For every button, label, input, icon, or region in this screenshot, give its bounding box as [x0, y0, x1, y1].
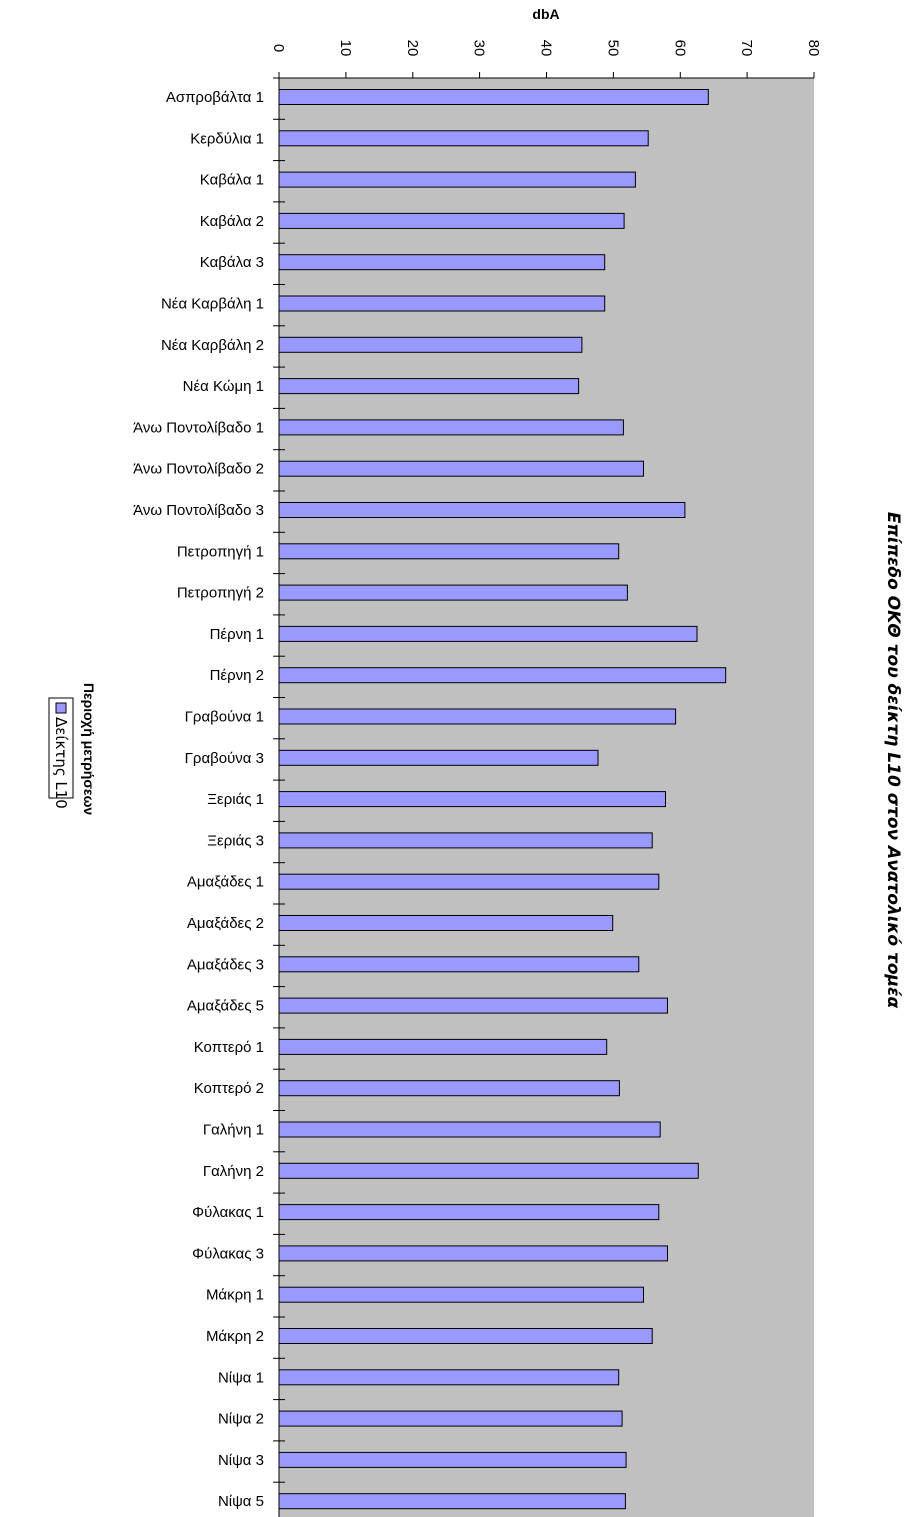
x-tick-label: 80 — [805, 40, 822, 57]
bar — [278, 543, 620, 560]
category-label: Μάκρη 1 — [206, 1287, 264, 1304]
x-axis-title: dbA — [532, 6, 559, 22]
category-label: Άνω Ποντολίβαδο 2 — [133, 461, 264, 478]
bar — [278, 708, 677, 725]
bar — [278, 1328, 653, 1344]
legend-box — [48, 697, 74, 799]
bar — [278, 956, 640, 973]
category-label: Καβάλα 3 — [200, 254, 264, 271]
category-label: Νίψα 5 — [218, 1493, 264, 1510]
category-label: Γαλήνη 2 — [203, 1163, 264, 1180]
bar — [278, 584, 628, 601]
bar — [278, 212, 625, 229]
bar — [278, 873, 660, 890]
category-label: Γαλήνη 1 — [203, 1122, 264, 1139]
bar — [278, 1080, 620, 1097]
bar — [278, 1162, 699, 1179]
bar — [278, 1493, 626, 1510]
bar — [278, 378, 580, 395]
category-label: Άνω Ποντολίβαδο 3 — [133, 502, 264, 519]
bar — [278, 460, 644, 477]
x-tick-label: 70 — [738, 40, 755, 57]
category-label: Αμαξάδες 1 — [187, 874, 264, 891]
x-tick-label: 40 — [538, 40, 555, 57]
category-label: Ασπροβάλτα 1 — [166, 89, 264, 106]
x-tick-label: 50 — [604, 40, 621, 57]
category-label: Γραβούνα 1 — [185, 709, 264, 726]
chart-title: Επίπεδο ΟΚΘ του δείκτη L10 στον Ανατολικ… — [883, 512, 903, 1009]
category-labels: Ασπροβάλτα 1 Κερδύλια 1 Καβάλα 1 Καβάλα 2 Κα… — [133, 89, 264, 1510]
category-label: Νέα Καρβάλη 2 — [161, 337, 264, 354]
bar — [278, 336, 583, 353]
bar — [278, 1451, 627, 1468]
bar — [278, 625, 698, 642]
category-label: Καβάλα 1 — [200, 172, 264, 189]
bar — [278, 1286, 644, 1303]
category-label: Κερδύλια 1 — [190, 130, 264, 147]
bar — [278, 915, 614, 931]
category-label: Νίψα 3 — [218, 1452, 264, 1469]
x-tick-label: 60 — [671, 40, 688, 57]
bar — [278, 130, 649, 147]
category-label: Άνω Ποντολίβαδο 1 — [133, 419, 264, 436]
category-label: Μάκρη 2 — [206, 1328, 264, 1345]
category-label: Πετροπηγή 1 — [177, 543, 264, 560]
bar — [278, 1204, 660, 1221]
y-axis-title: Περιοχή μετρήσεων — [81, 683, 97, 816]
category-label: Πετροπηγή 2 — [177, 585, 264, 602]
category-label: Νέα Καρβάλη 1 — [161, 296, 264, 313]
x-tick-label: 10 — [337, 40, 354, 57]
category-label: Γραβούνα 3 — [185, 750, 264, 767]
bar — [278, 295, 606, 312]
legend: Δείκτης L10 — [48, 697, 74, 809]
category-label: Αμαξάδες 3 — [187, 956, 264, 973]
bar — [278, 1369, 620, 1386]
category-label: Νέα Κώμη 1 — [183, 378, 264, 395]
category-label: Ξεριάς 1 — [207, 791, 264, 808]
bar — [278, 419, 624, 436]
bar — [278, 749, 599, 766]
category-label: Πέρνη 1 — [210, 626, 264, 643]
category-label: Πέρνη 2 — [210, 667, 264, 684]
bar — [278, 1245, 668, 1262]
category-label: Καβάλα 2 — [200, 213, 264, 230]
bar — [278, 1121, 661, 1138]
bar — [278, 254, 606, 271]
axes — [273, 72, 815, 1517]
category-label: Νίψα 1 — [218, 1369, 264, 1386]
legend-label: Δείκτης L10 — [52, 717, 70, 809]
category-label: Ξεριάς 3 — [207, 832, 264, 849]
bar — [278, 667, 727, 684]
category-label: Νίψα 2 — [218, 1411, 264, 1428]
bar — [278, 791, 666, 808]
category-label: Κοπτερό 1 — [194, 1039, 264, 1056]
category-label: Φύλακας 1 — [192, 1204, 264, 1221]
x-tick-labels: 0 10 20 30 40 50 60 70 80 — [270, 40, 822, 57]
bar — [278, 502, 686, 518]
bar — [278, 997, 668, 1014]
legend-swatch — [55, 702, 67, 714]
x-tick-label: 20 — [404, 40, 421, 57]
category-label: Αμαξάδες 2 — [187, 915, 264, 932]
bar — [278, 1038, 608, 1055]
category-label: Αμαξάδες 5 — [187, 998, 264, 1015]
bar — [278, 1410, 623, 1427]
x-tick-label: 0 — [270, 44, 287, 52]
bar — [278, 171, 636, 188]
bar — [278, 832, 653, 849]
x-tick-label: 30 — [471, 40, 488, 57]
bar — [278, 89, 709, 105]
category-label: Φύλακας 3 — [192, 1245, 264, 1262]
category-label: Κοπτερό 2 — [194, 1080, 264, 1097]
